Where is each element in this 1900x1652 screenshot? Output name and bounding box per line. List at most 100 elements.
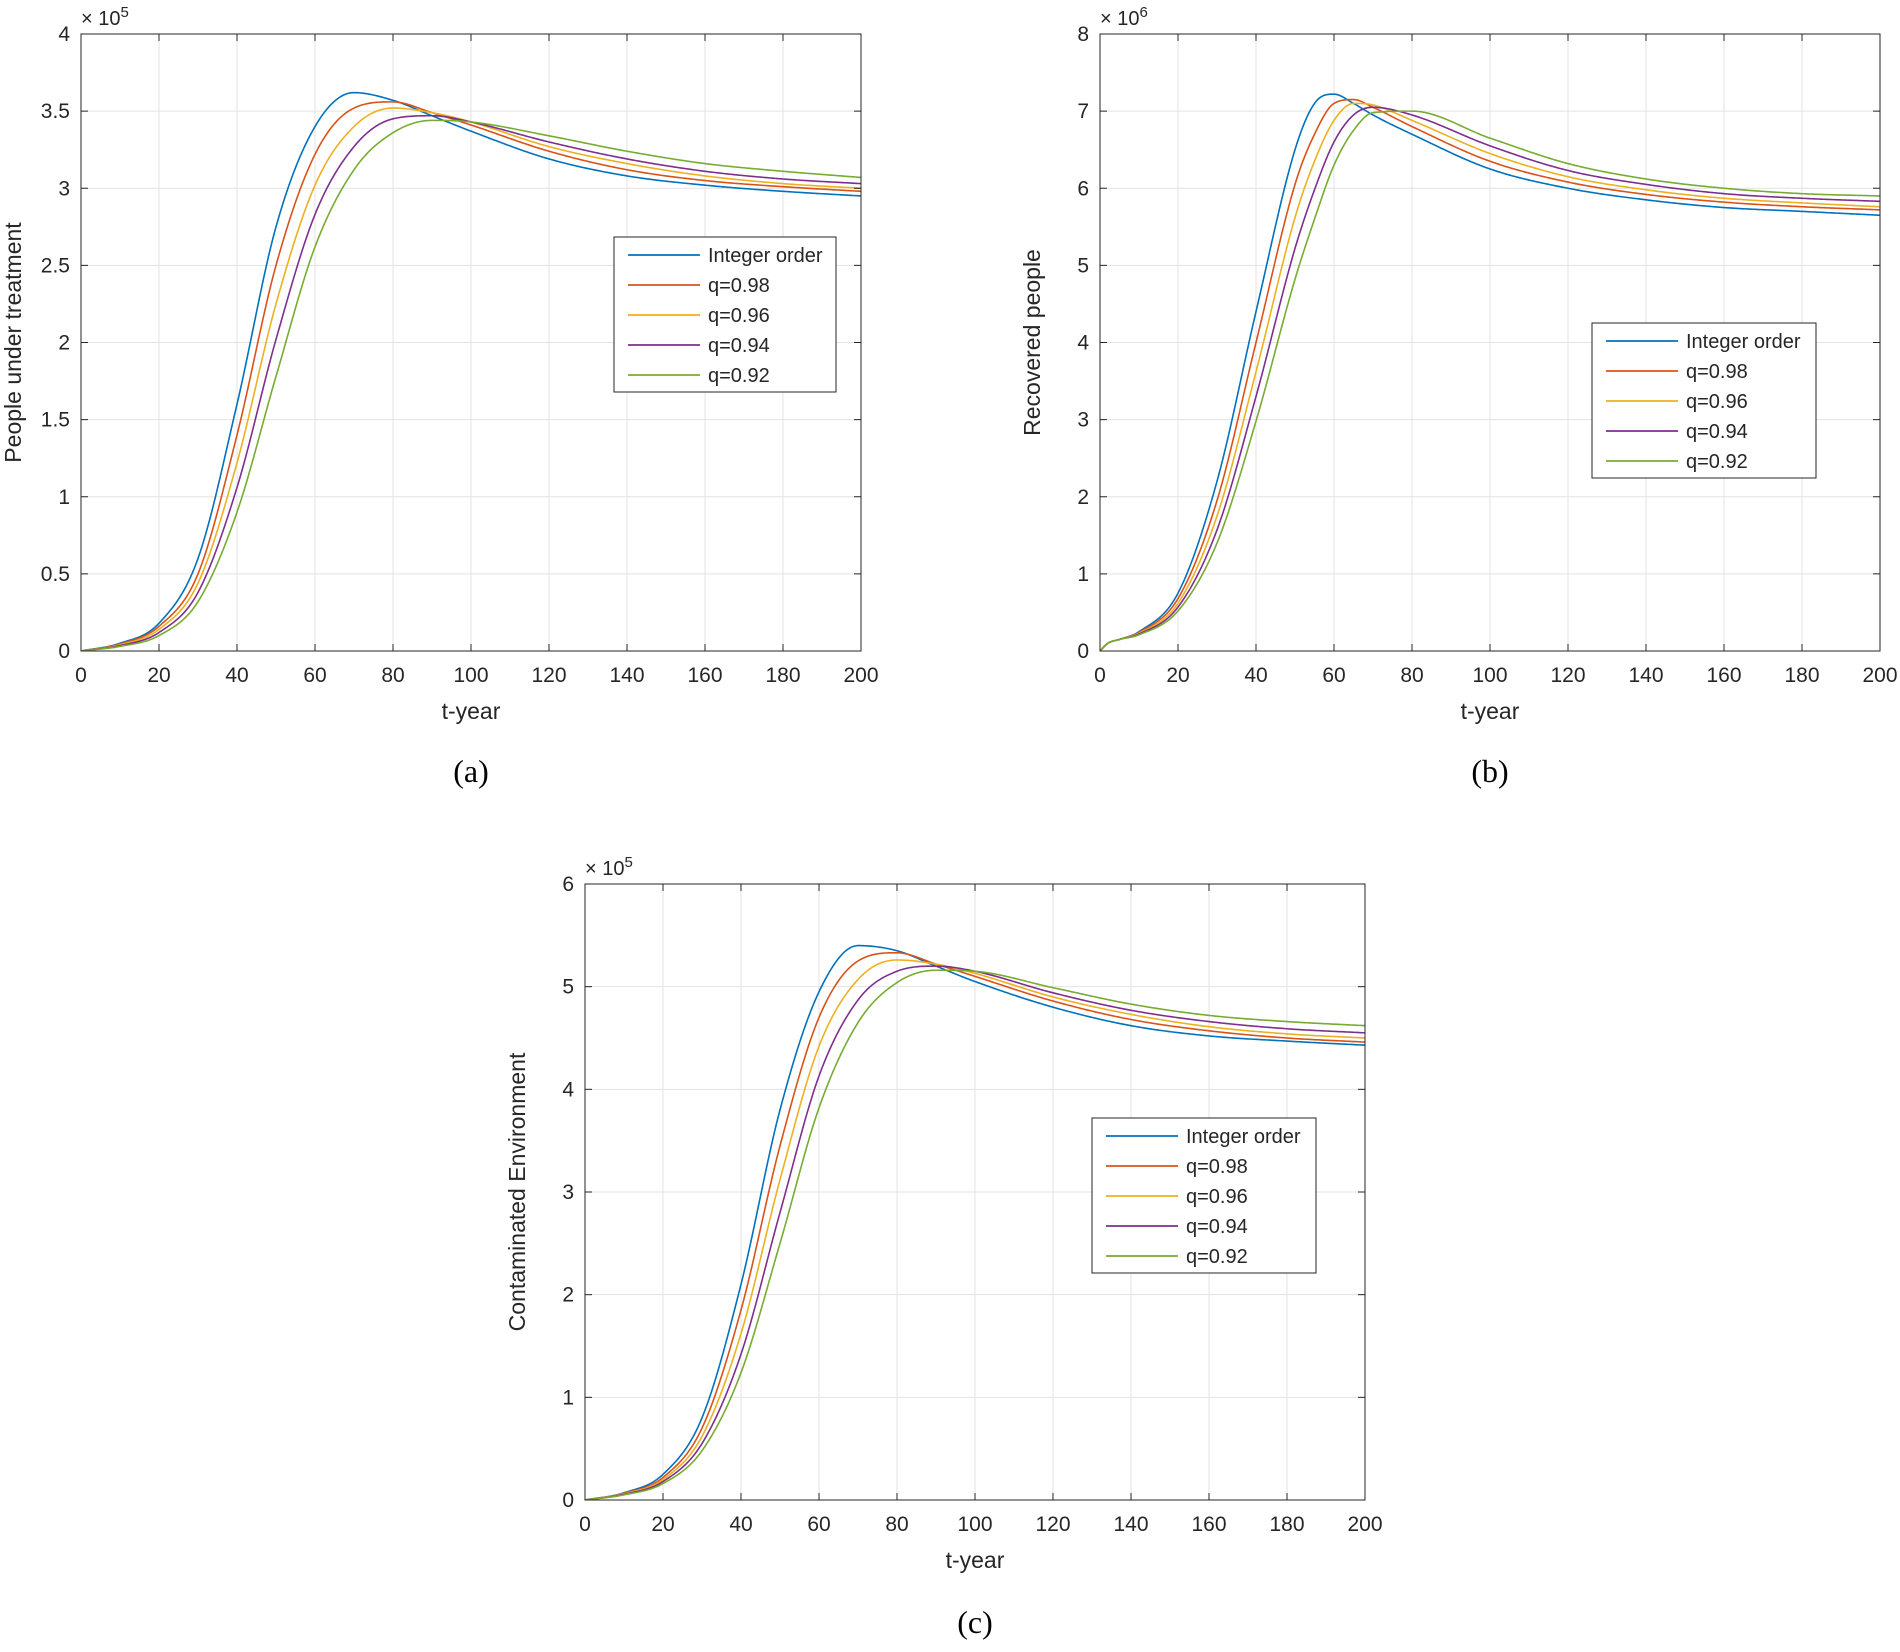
x-tick-label: 20 bbox=[1166, 664, 1189, 687]
x-tick-label: 120 bbox=[1550, 664, 1585, 687]
x-tick-label: 200 bbox=[843, 664, 878, 687]
x-tick-label: 140 bbox=[1113, 1513, 1148, 1536]
legend-label: q=0.94 bbox=[708, 335, 770, 357]
y-tick-label: 2.5 bbox=[41, 254, 70, 277]
x-tick-label: 140 bbox=[609, 664, 644, 687]
legend-label: q=0.92 bbox=[1686, 451, 1748, 473]
legend-label: q=0.98 bbox=[1686, 361, 1748, 383]
x-tick-label: 180 bbox=[1269, 1513, 1304, 1536]
series-line-integer-order bbox=[1100, 93, 1880, 651]
series-line-integer-order bbox=[585, 944, 1365, 1500]
series-group bbox=[81, 91, 861, 651]
y-tick-label: 6 bbox=[562, 873, 574, 896]
x-axis-label: t-year bbox=[442, 698, 501, 724]
x-tick-label: 0 bbox=[75, 664, 87, 687]
chart-panel-a: 0 20 40 60 80 100 120 140 160 180 200 0 0.5 1 1.5 2 2.5 3… bbox=[0, 4, 879, 789]
x-tick-label: 140 bbox=[1628, 664, 1663, 687]
series-line-q-0-92 bbox=[1100, 110, 1880, 651]
x-tick-label: 200 bbox=[1862, 664, 1897, 687]
x-tick-label: 120 bbox=[531, 664, 566, 687]
series-line-q-0-96 bbox=[1100, 102, 1880, 651]
x-tick-label: 60 bbox=[807, 1513, 830, 1536]
x-tick-label: 60 bbox=[303, 664, 326, 687]
y-tick-label: 4 bbox=[562, 1078, 574, 1101]
y-tick-label: 2 bbox=[1077, 486, 1089, 509]
x-tick-label: 20 bbox=[651, 1513, 674, 1536]
legend: Integer order q=0.98 q=0.96 q=0.94 q=0.92 bbox=[1091, 1117, 1317, 1274]
series-line-integer-order bbox=[81, 91, 861, 651]
y-tick-label: 4 bbox=[1077, 332, 1089, 355]
y-tick-label: 0 bbox=[1077, 640, 1089, 663]
x-tick-label: 0 bbox=[579, 1513, 591, 1536]
legend: Integer order q=0.98 q=0.96 q=0.94 q=0.92 bbox=[1591, 322, 1817, 479]
legend-label: q=0.96 bbox=[1686, 391, 1748, 413]
y-tick-label: 2 bbox=[58, 332, 70, 355]
y-tick-label: 0.5 bbox=[41, 563, 70, 586]
y-tick-label: 0 bbox=[58, 640, 70, 663]
x-tick-label: 80 bbox=[381, 664, 404, 687]
y-exponent-label: × 106 bbox=[1100, 4, 1148, 30]
x-tick-label: 160 bbox=[1706, 664, 1741, 687]
series-line-q-0-98 bbox=[1100, 98, 1880, 651]
y-tick-label: 5 bbox=[1077, 254, 1089, 277]
y-axis-label: Recovered people bbox=[1019, 249, 1045, 436]
y-tick-label: 3 bbox=[58, 177, 70, 200]
x-tick-label: 180 bbox=[765, 664, 800, 687]
legend-label: Integer order bbox=[1686, 331, 1801, 353]
series-line-q-0-94 bbox=[1100, 106, 1880, 651]
legend-label: q=0.92 bbox=[1186, 1246, 1248, 1268]
legend-label: q=0.94 bbox=[1686, 421, 1748, 443]
x-tick-label: 160 bbox=[687, 664, 722, 687]
series-line-q-0-92 bbox=[81, 119, 861, 651]
y-tick-label: 6 bbox=[1077, 177, 1089, 200]
y-tick-label: 5 bbox=[562, 976, 574, 999]
y-tick-label: 3 bbox=[562, 1181, 574, 1204]
x-tick-label: 0 bbox=[1094, 664, 1106, 687]
chart-panel-b: 0 20 40 60 80 100 120 140 160 180 200 0 1 2 3 4 5 6 7 8 × 10… bbox=[1019, 4, 1898, 789]
y-tick-label: 2 bbox=[562, 1284, 574, 1307]
x-tick-label: 80 bbox=[1400, 664, 1423, 687]
y-tick-label: 1.5 bbox=[41, 409, 70, 432]
panel-caption: (c) bbox=[957, 1604, 993, 1640]
x-tick-label: 40 bbox=[729, 1513, 752, 1536]
y-tick-label: 0 bbox=[562, 1489, 574, 1512]
series-line-q-0-96 bbox=[585, 959, 1365, 1500]
x-tick-label: 180 bbox=[1784, 664, 1819, 687]
y-tick-label: 8 bbox=[1077, 23, 1089, 46]
x-tick-label: 120 bbox=[1035, 1513, 1070, 1536]
x-tick-label: 40 bbox=[225, 664, 248, 687]
y-tick-label: 7 bbox=[1077, 100, 1089, 123]
legend-label: q=0.92 bbox=[708, 365, 770, 387]
x-tick-label: 160 bbox=[1191, 1513, 1226, 1536]
chart-panel-c: 0 20 40 60 80 100 120 140 160 180 200 0 1 2 3 4 5 6 × 105 t… bbox=[504, 854, 1383, 1640]
x-tick-label: 200 bbox=[1347, 1513, 1382, 1536]
legend-label: q=0.98 bbox=[708, 275, 770, 297]
y-tick-label: 4 bbox=[58, 23, 70, 46]
y-exponent-label: × 105 bbox=[585, 854, 633, 880]
legend-label: q=0.94 bbox=[1186, 1216, 1248, 1238]
y-axis-label: People under treatment bbox=[0, 222, 26, 463]
legend-label: q=0.96 bbox=[708, 305, 770, 327]
series-group bbox=[585, 944, 1365, 1500]
legend-label: q=0.96 bbox=[1186, 1186, 1248, 1208]
series-line-q-0-98 bbox=[585, 951, 1365, 1500]
legend: Integer order q=0.98 q=0.96 q=0.94 q=0.92 bbox=[613, 236, 837, 393]
panel-caption: (b) bbox=[1471, 753, 1508, 789]
x-tick-label: 20 bbox=[147, 664, 170, 687]
panel-caption: (a) bbox=[453, 753, 489, 789]
legend-label: q=0.98 bbox=[1186, 1156, 1248, 1178]
y-tick-label: 3.5 bbox=[41, 100, 70, 123]
series-line-q-0-92 bbox=[585, 969, 1365, 1500]
x-tick-label: 60 bbox=[1322, 664, 1345, 687]
legend-label: Integer order bbox=[1186, 1126, 1301, 1148]
y-tick-label: 1 bbox=[562, 1386, 574, 1409]
y-tick-label: 1 bbox=[1077, 563, 1089, 586]
x-axis-label: t-year bbox=[1461, 698, 1520, 724]
legend-label: Integer order bbox=[708, 245, 823, 267]
x-tick-label: 100 bbox=[957, 1513, 992, 1536]
y-axis-label: Contaminated Environment bbox=[504, 1052, 530, 1331]
x-tick-label: 40 bbox=[1244, 664, 1267, 687]
x-axis-label: t-year bbox=[946, 1547, 1005, 1573]
x-tick-label: 100 bbox=[1472, 664, 1507, 687]
series-line-q-0-98 bbox=[81, 101, 861, 651]
